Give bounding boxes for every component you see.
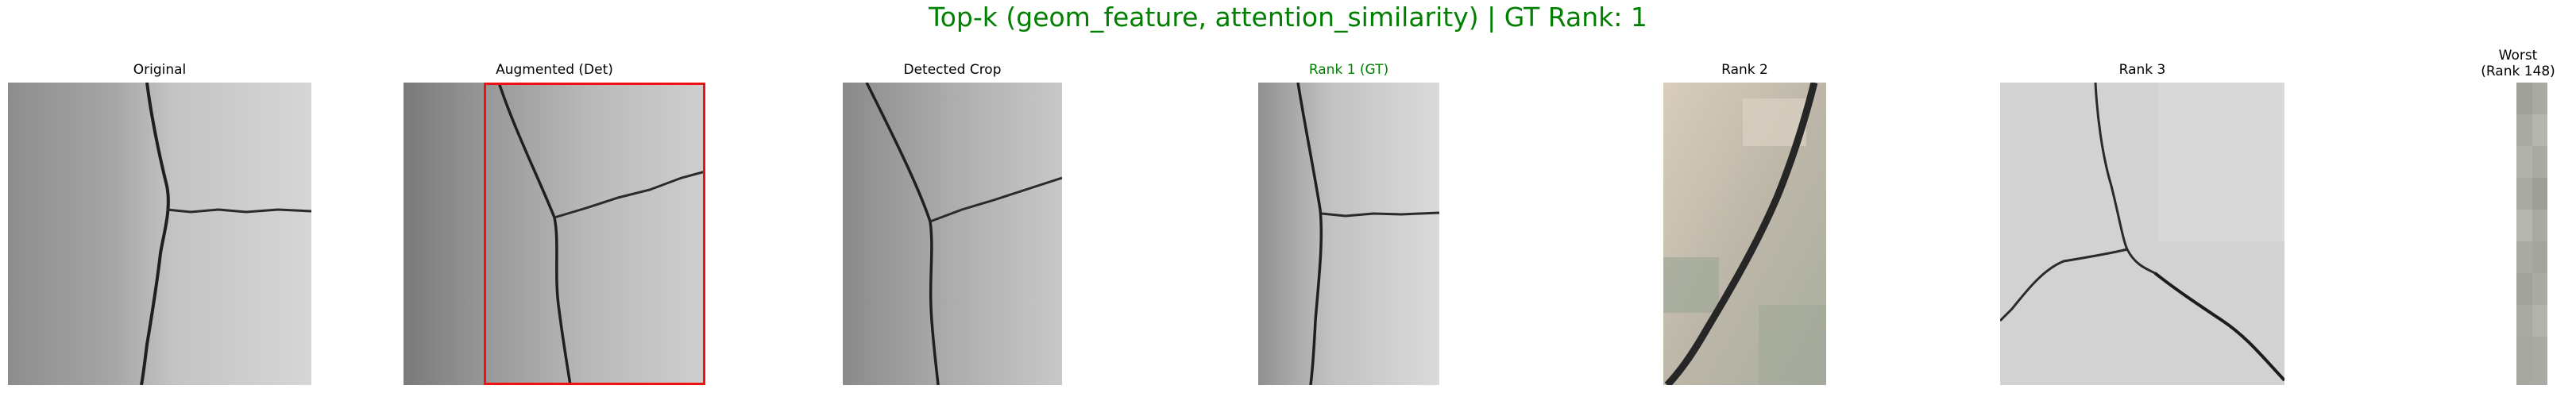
rank-2-image bbox=[1663, 83, 1826, 385]
panel-title-worst: Worst (Rank 148) bbox=[2478, 48, 2558, 79]
rank-1-image bbox=[1258, 83, 1439, 385]
panel-title-worst-line-1: Worst bbox=[2498, 48, 2538, 64]
original-image bbox=[8, 83, 311, 385]
detected-crop-image bbox=[843, 83, 1062, 385]
panel-title-detected-crop: Detected Crop bbox=[903, 62, 1002, 78]
panel-title-rank-3: Rank 3 bbox=[2118, 62, 2166, 78]
panel-title-original: Original bbox=[133, 62, 187, 78]
detection-box bbox=[484, 83, 705, 385]
worst-image bbox=[2516, 83, 2547, 385]
panel-title-rank-2: Rank 2 bbox=[1721, 62, 1768, 78]
augmented-image bbox=[404, 83, 705, 385]
panel-title-rank-1: Rank 1 (GT) bbox=[1308, 62, 1389, 78]
panel-title-augmented: Augmented (Det) bbox=[496, 62, 613, 78]
rank-3-image bbox=[2000, 83, 2284, 385]
figure-title: Top-k (geom_feature, attention_similarit… bbox=[929, 2, 1647, 33]
panel-title-worst-line-2: (Rank 148) bbox=[2481, 64, 2555, 79]
